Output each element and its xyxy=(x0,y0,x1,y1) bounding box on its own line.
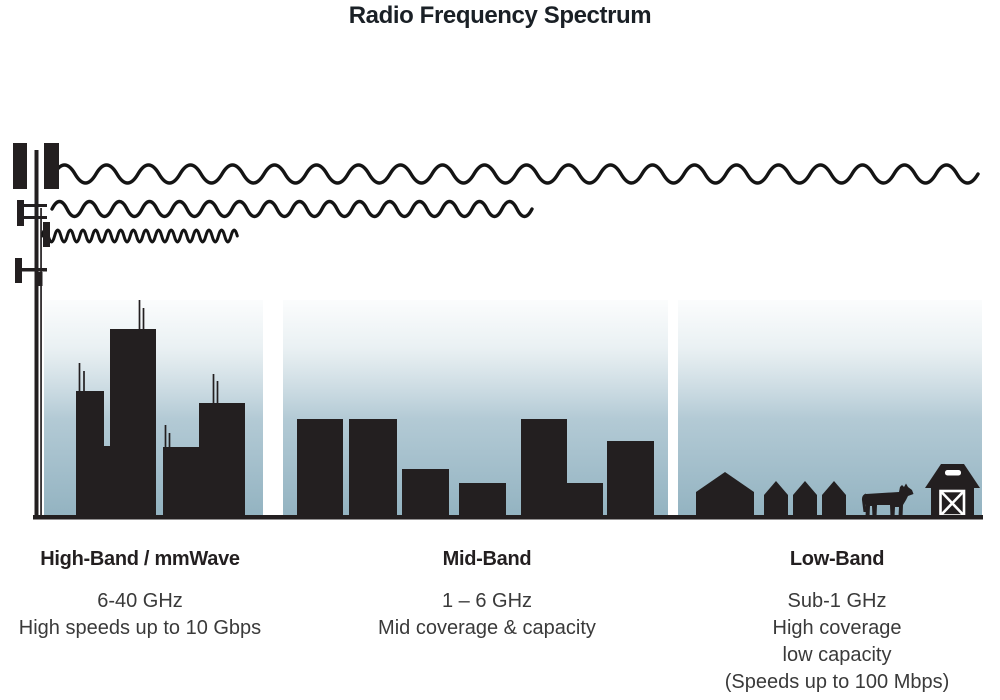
low-band-frequency: Sub-1 GHz xyxy=(787,590,887,612)
band-label-high: High-Band / mmWave 6-40 GHz High speeds … xyxy=(0,548,290,642)
high-band-description: High speeds up to 10 Gbps xyxy=(18,617,262,639)
low-band-capacity: low capacity xyxy=(782,644,892,666)
cell-tower-icon xyxy=(13,143,59,516)
midrise-buildings-icon xyxy=(297,419,654,516)
high-frequency-wave-icon xyxy=(40,228,239,244)
band-label-low: Low-Band Sub-1 GHz High coverage low cap… xyxy=(687,548,987,696)
high-band-frequency: 6-40 GHz xyxy=(97,590,183,612)
mid-band-description: Mid coverage & capacity xyxy=(378,617,596,639)
low-band-heading: Low-Band xyxy=(789,548,885,570)
mid-band-frequency: 1 – 6 GHz xyxy=(441,590,533,612)
houses-icon xyxy=(696,472,846,516)
low-frequency-wave-icon xyxy=(52,163,980,185)
cow-icon xyxy=(861,483,914,517)
band-label-mid: Mid-Band 1 – 6 GHz Mid coverage & capaci… xyxy=(337,548,637,642)
mid-frequency-wave-icon xyxy=(50,199,534,219)
barn-icon xyxy=(925,464,980,517)
ground-baseline xyxy=(33,515,983,520)
low-band-coverage: High coverage xyxy=(772,617,902,639)
mid-band-heading: Mid-Band xyxy=(442,548,532,570)
city-skyline-icon xyxy=(76,300,245,516)
high-band-heading: High-Band / mmWave xyxy=(40,548,240,570)
low-band-speed: (Speeds up to 100 Mbps) xyxy=(724,671,950,693)
mid-band-sky-panel xyxy=(283,300,668,516)
page-title: Radio Frequency Spectrum xyxy=(348,2,652,29)
